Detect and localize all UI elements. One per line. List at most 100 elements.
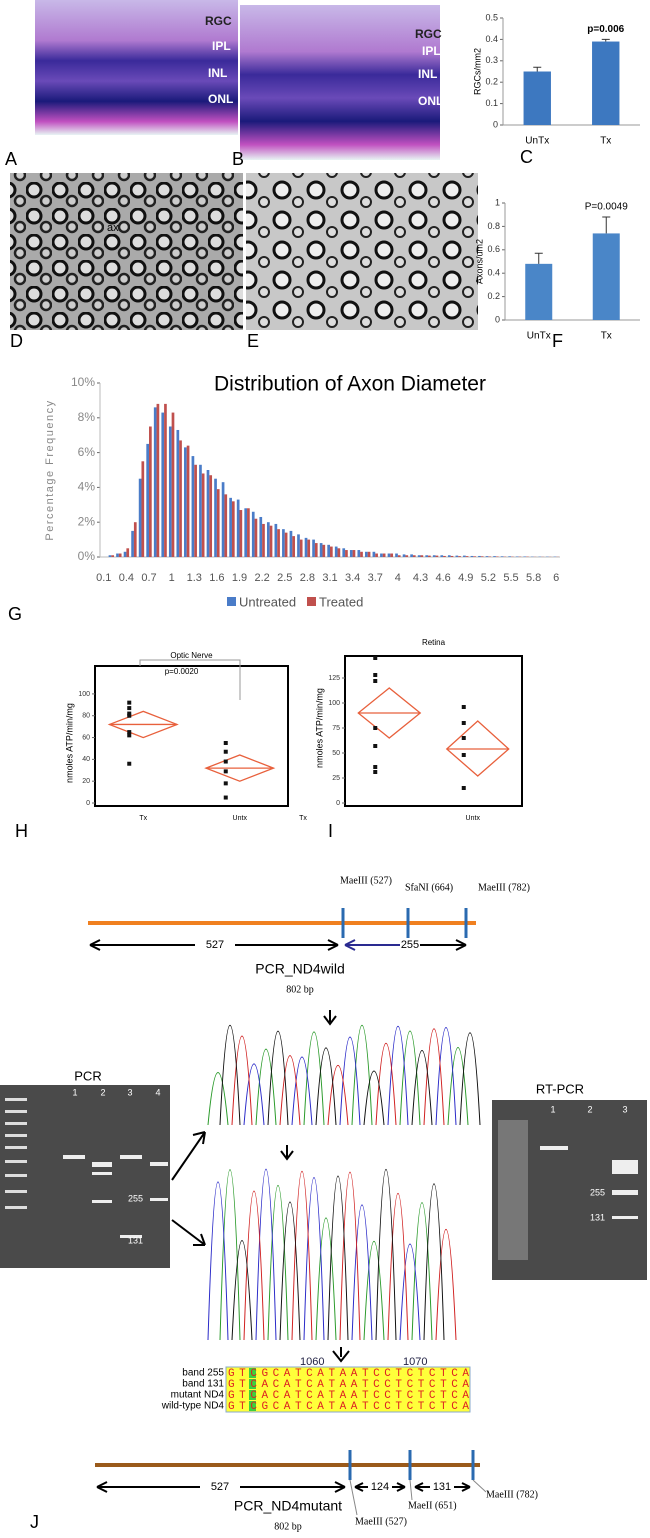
panel-label: B <box>232 149 244 169</box>
point <box>224 760 228 764</box>
x-tick-label: 5.2 <box>481 572 496 584</box>
point <box>373 656 377 660</box>
x-tick-label: Tx <box>139 815 147 822</box>
bar <box>390 554 393 557</box>
bar <box>232 501 235 557</box>
trace <box>232 1169 444 1340</box>
bar <box>292 536 295 557</box>
bar <box>282 529 285 557</box>
chart-title: Optic Nerve <box>170 651 213 660</box>
bar <box>410 554 413 557</box>
x-tick-label: 0.7 <box>141 572 156 584</box>
point <box>127 714 131 718</box>
bar <box>315 543 318 557</box>
bar <box>418 555 421 557</box>
site-label: MaeIII (527) <box>355 1516 407 1527</box>
x-tick-label: Tx <box>299 815 307 822</box>
point <box>224 750 228 754</box>
point <box>373 770 377 774</box>
bar <box>141 461 144 557</box>
chromatograms <box>208 1025 480 1340</box>
marker-label: 255 <box>590 1187 605 1197</box>
map-size: 802 bp <box>274 1521 302 1532</box>
bar <box>471 556 474 557</box>
bar <box>425 555 428 557</box>
y-axis-label: RGCs/mm2 <box>472 48 482 95</box>
point <box>373 765 377 769</box>
x-tick-label: 0.1 <box>96 572 111 584</box>
layer-label: ONL <box>418 94 443 108</box>
y-tick-label: 100 <box>328 700 340 707</box>
y-tick-label: 0.5 <box>485 12 498 22</box>
site-label: MaeIII (527) <box>340 875 392 886</box>
x-tick-label: 3.1 <box>322 572 337 584</box>
bar <box>440 555 443 557</box>
bar <box>247 508 250 557</box>
bar <box>229 498 232 557</box>
bar <box>322 545 325 557</box>
bar <box>403 554 406 557</box>
point <box>373 744 377 748</box>
point <box>462 786 466 790</box>
lane-label: 2 <box>100 1087 105 1097</box>
bar <box>451 556 454 557</box>
gel-pcr: PCR 1 2 3 4 255 131 <box>0 1068 170 1268</box>
bar <box>486 556 489 557</box>
point <box>224 781 228 785</box>
legend-label: Treated <box>319 594 363 609</box>
restriction-map-wild: MaeIII (527) SfaNI (664) MaeIII (782) 52… <box>88 875 530 995</box>
bar <box>207 470 210 557</box>
bar <box>134 522 137 557</box>
y-axis-label: Axons/um2 <box>474 239 484 284</box>
y-tick-label: 0 <box>495 314 500 324</box>
x-tick-label: 2.8 <box>300 572 315 584</box>
panel-label: E <box>247 331 259 351</box>
axon-label: ax <box>107 222 119 234</box>
bar <box>146 444 149 557</box>
error-bar <box>535 253 543 264</box>
bar <box>523 556 526 557</box>
legend-swatch <box>227 597 236 606</box>
row-label: band 131 <box>182 1379 224 1390</box>
x-tick-label: 5.5 <box>503 572 518 584</box>
x-tick-label: 4.6 <box>435 572 450 584</box>
chart-title: Distribution of Axon Diameter <box>214 373 486 396</box>
bar <box>508 556 511 557</box>
y-tick-label: 8% <box>78 410 96 424</box>
y-tick-label: 25 <box>332 775 340 782</box>
x-tick-label: Tx <box>600 136 611 147</box>
y-tick-label: 6% <box>78 445 96 459</box>
bar <box>214 479 217 557</box>
y-tick-label: 80 <box>82 713 90 720</box>
y-axis-label: nmoles ATP/min/mg <box>64 703 74 783</box>
bar <box>496 556 499 557</box>
x-tick-label: 1.9 <box>232 572 247 584</box>
x-tick-label: 5.8 <box>526 572 541 584</box>
point <box>127 733 131 737</box>
point <box>462 753 466 757</box>
bar <box>192 456 195 557</box>
bar <box>237 500 240 557</box>
marker-label: 255 <box>128 1193 143 1203</box>
fragment-arrow <box>420 940 466 950</box>
bar <box>338 548 341 557</box>
bar <box>202 473 205 557</box>
layer-label: INL <box>208 66 227 80</box>
bar <box>172 413 175 557</box>
bar <box>290 531 293 557</box>
site-label: SfaNI (664) <box>405 882 453 893</box>
bar <box>305 538 308 557</box>
fragment-label: 131 <box>433 1481 451 1493</box>
bar <box>345 550 348 557</box>
bar <box>592 42 619 125</box>
y-tick-label: 0.6 <box>487 244 500 254</box>
y-axis-label: Percentage Frequency <box>44 399 56 540</box>
bar <box>375 554 378 557</box>
bar <box>342 548 345 557</box>
lane-label: 3 <box>622 1104 627 1114</box>
y-tick-label: 0.3 <box>485 55 498 65</box>
bar <box>458 556 461 557</box>
x-tick-label: UnTx <box>525 136 549 147</box>
bar <box>433 555 436 557</box>
bar <box>199 465 202 557</box>
